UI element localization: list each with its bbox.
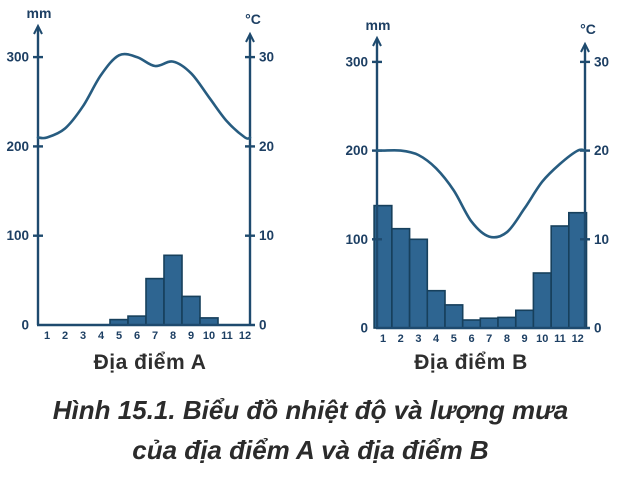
month-label-11: 11 [221, 330, 233, 342]
month-label-4: 4 [98, 330, 105, 342]
mm-tick-label-0: 0 [21, 318, 29, 333]
mm-tick-label-100: 100 [345, 232, 368, 247]
temp-tick-label-20: 20 [594, 143, 609, 158]
temp-axis-unit-label: °C [580, 21, 596, 37]
mm-axis-unit-label: mm [27, 5, 52, 21]
rain-bar-month-9 [515, 309, 535, 329]
mm-tick-label-100: 100 [6, 228, 29, 243]
rain-bar-month-8 [163, 254, 183, 326]
climate-chart-location-b: mm °C 0 100 200 300 0 10 20 30 1 2 3 4 5 6 7 8 9 10 11 12 [321, 0, 621, 352]
month-label-1: 1 [380, 333, 386, 345]
mm-axis-arrow-icon [372, 35, 382, 47]
mm-tick-label-200: 200 [345, 143, 368, 158]
mm-axis-unit-label: mm [366, 17, 391, 33]
month-label-9: 9 [522, 333, 528, 345]
month-label-9: 9 [188, 330, 194, 342]
month-label-3: 3 [415, 333, 421, 345]
month-label-8: 8 [504, 333, 510, 345]
figure-caption-line-2: của địa điểm A và địa điểm B [132, 435, 489, 466]
month-label-1: 1 [44, 330, 50, 342]
rain-bar-month-2 [391, 227, 411, 329]
rain-bar-month-6 [127, 315, 147, 326]
temp-tick-label-0: 0 [594, 321, 602, 336]
rain-bar-month-7 [479, 317, 499, 329]
month-label-10: 10 [203, 330, 215, 342]
rain-bar-month-9 [181, 295, 201, 326]
figure-caption-line-1: Hình 15.1. Biểu đồ nhiệt độ và lượng mưa [52, 395, 569, 425]
chart-a-title: Địa điểm A [93, 351, 207, 374]
mm-tick-label-0: 0 [360, 321, 368, 336]
temp-axis-arrow-icon [245, 31, 255, 43]
month-label-5: 5 [451, 333, 457, 345]
chart-b-title: Địa điểm B [414, 351, 528, 374]
temp-tick-label-10: 10 [594, 232, 609, 247]
temp-tick-label-30: 30 [594, 54, 609, 69]
month-label-3: 3 [80, 330, 86, 342]
month-label-7: 7 [152, 330, 158, 342]
temp-tick-label-10: 10 [259, 228, 274, 243]
month-label-2: 2 [398, 333, 404, 345]
rain-bar-month-8 [497, 316, 517, 329]
month-label-6: 6 [468, 333, 474, 345]
rain-bar-month-11 [550, 225, 570, 329]
figure-caption: Hình 15.1. Biểu đồ nhiệt độ và lượng mưa… [0, 390, 621, 471]
month-label-12: 12 [239, 330, 251, 342]
month-label-6: 6 [134, 330, 140, 342]
temp-tick-label-20: 20 [259, 139, 274, 154]
mm-tick-label-300: 300 [6, 50, 29, 65]
month-label-11: 11 [554, 333, 566, 345]
climate-chart-location-a: mm °C 0 100 200 300 0 10 20 30 1 2 3 4 5 6 7 8 9 10 11 12 [0, 0, 300, 352]
temp-tick-label-0: 0 [259, 318, 267, 333]
temperature-line [375, 148, 587, 239]
mm-axis-arrow-icon [33, 23, 43, 35]
month-label-5: 5 [116, 330, 122, 342]
rain-bar-month-3 [408, 238, 429, 329]
month-label-8: 8 [170, 330, 176, 342]
temp-axis-unit-label: °C [245, 11, 261, 27]
temp-axis-arrow-icon [580, 41, 590, 53]
rain-bar-month-4 [426, 289, 446, 329]
month-label-2: 2 [62, 330, 68, 342]
month-label-12: 12 [572, 333, 584, 345]
rain-bar-month-7 [145, 277, 165, 326]
month-label-7: 7 [486, 333, 492, 345]
rain-bar-month-5 [444, 304, 464, 329]
rain-bar-month-10 [532, 272, 552, 329]
temperature-line [36, 52, 252, 140]
month-label-10: 10 [536, 333, 548, 345]
temp-tick-label-30: 30 [259, 50, 274, 65]
mm-tick-label-300: 300 [345, 54, 368, 69]
month-label-4: 4 [433, 333, 440, 345]
mm-tick-label-200: 200 [6, 139, 29, 154]
